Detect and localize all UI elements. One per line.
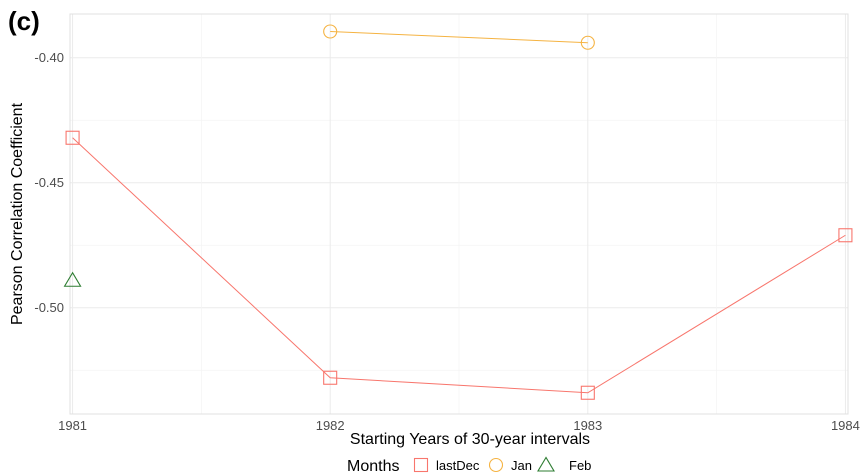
- x-axis-title: Starting Years of 30-year intervals: [350, 431, 590, 448]
- legend: Months lastDec Jan Feb: [347, 456, 591, 475]
- x-tick-label: 1984: [831, 418, 860, 433]
- x-tick-label: 1981: [58, 418, 87, 433]
- series-layer: [63, 24, 853, 400]
- legend-title: Months: [347, 458, 399, 475]
- series-line-Jan: [330, 31, 588, 44]
- x-axis: 1981 1982 1983 1984: [58, 418, 860, 433]
- y-tick-label: -0.45: [34, 175, 64, 190]
- data-point-Feb: [63, 271, 82, 287]
- plot-panel-border: [69, 13, 849, 415]
- legend-item-Feb: Feb: [537, 456, 591, 473]
- y-tick-label: -0.40: [34, 50, 64, 65]
- legend-label: Jan: [511, 458, 532, 473]
- data-point-lastDec: [838, 228, 853, 243]
- x-tick-label: 1983: [573, 418, 602, 433]
- data-point-lastDec: [323, 370, 338, 385]
- series-line-lastDec: [72, 137, 846, 394]
- legend-key-Feb: [537, 456, 555, 472]
- y-axis-title: Pearson Correlation Coefficient: [9, 102, 26, 325]
- legend-key-Jan: [488, 457, 504, 473]
- data-point-Jan: [580, 35, 595, 50]
- y-axis: -0.40 -0.45 -0.50: [34, 50, 64, 315]
- data-point-lastDec: [580, 385, 595, 400]
- legend-item-Jan: Jan: [488, 457, 532, 473]
- legend-label: Feb: [569, 458, 591, 473]
- series-Jan: [323, 24, 595, 50]
- legend-item-lastDec: lastDec: [413, 457, 480, 473]
- series-Feb: [63, 271, 82, 287]
- grid: [70, 14, 848, 414]
- legend-key-lastDec: [413, 457, 429, 473]
- series-lastDec: [65, 130, 853, 400]
- panel-label: (c): [8, 6, 40, 36]
- x-tick-label: 1982: [316, 418, 345, 433]
- y-tick-label: -0.50: [34, 300, 64, 315]
- data-point-Jan: [323, 24, 338, 39]
- data-point-lastDec: [65, 130, 80, 145]
- legend-label: lastDec: [436, 458, 480, 473]
